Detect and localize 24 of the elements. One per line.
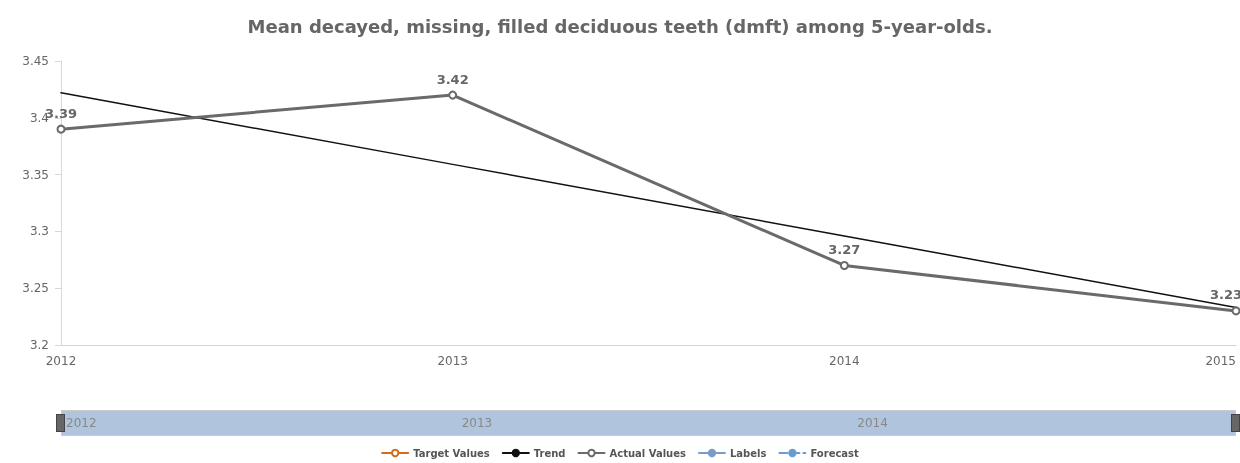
y-tick-label: 3.35 <box>22 167 49 182</box>
chart-title: Mean decayed, missing, filled deciduous teeth (dmft) among 5-year-olds. <box>247 15 993 37</box>
legend-label: Trend <box>533 447 566 459</box>
data-label: 3.27 <box>828 241 861 257</box>
y-tick-label: 3.2 <box>29 338 49 352</box>
legend-label: Forecast <box>810 447 860 459</box>
legend-label: Labels <box>729 447 767 459</box>
x-tick-label: 2012 <box>66 415 97 431</box>
category-label: 2014 <box>829 354 860 368</box>
legend-label: Target Values <box>413 447 490 459</box>
point <box>448 90 458 100</box>
x-tick-label: 2015 <box>1205 354 1236 368</box>
category-label: 2013 <box>437 354 468 368</box>
category-label: 2012 <box>45 354 77 368</box>
legend-label: Actual Values <box>609 447 687 459</box>
y-tick-label: 3.45 <box>22 54 49 68</box>
y-tick-label: 3.25 <box>22 281 49 296</box>
point <box>56 124 66 134</box>
point <box>839 260 849 270</box>
data-label: 3.42 <box>436 71 469 87</box>
x-tick-label: 2013 <box>461 415 493 431</box>
y-tick-label: 3.3 <box>29 224 49 239</box>
x-tick-label: 2014 <box>857 415 888 431</box>
point <box>1231 306 1240 316</box>
